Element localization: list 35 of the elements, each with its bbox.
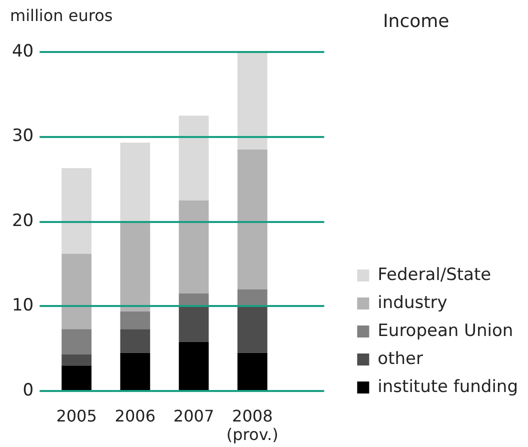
legend-label: other	[378, 348, 423, 369]
bar	[178, 306, 209, 342]
x-tick-label: 2008 (prov.)	[226, 406, 278, 444]
x-tick-label: 2006	[114, 406, 156, 426]
bar	[62, 366, 92, 391]
bar	[237, 149, 268, 290]
bar	[120, 142, 150, 222]
y-tick-label: 30	[12, 126, 34, 146]
x-tick-label: 2005	[56, 406, 97, 426]
bar	[237, 289, 268, 306]
bar	[237, 306, 268, 353]
legend-label: European Union	[378, 320, 514, 341]
bar	[120, 329, 150, 353]
bar	[178, 342, 209, 391]
bar	[62, 354, 92, 366]
y-tick-label: 40	[12, 41, 34, 62]
y-axis-title: million euros	[10, 6, 113, 25]
bar	[237, 352, 268, 391]
y-tick-label: 20	[12, 210, 34, 231]
bar	[237, 52, 268, 150]
bar	[120, 352, 150, 391]
bar	[62, 254, 92, 330]
bar	[62, 329, 92, 355]
legend-label: Federal/State	[378, 264, 492, 285]
bar	[62, 168, 92, 254]
x-tick-label: 2007	[173, 406, 214, 426]
y-tick-label: 10	[12, 296, 34, 316]
bar	[120, 222, 150, 312]
bar	[178, 200, 209, 294]
legend-label: institute funding	[378, 376, 518, 397]
legend-label: industry	[378, 292, 448, 313]
bar	[178, 116, 209, 200]
text: Income	[383, 11, 450, 32]
y-tick-label: 0	[22, 380, 34, 400]
bar	[120, 311, 150, 330]
